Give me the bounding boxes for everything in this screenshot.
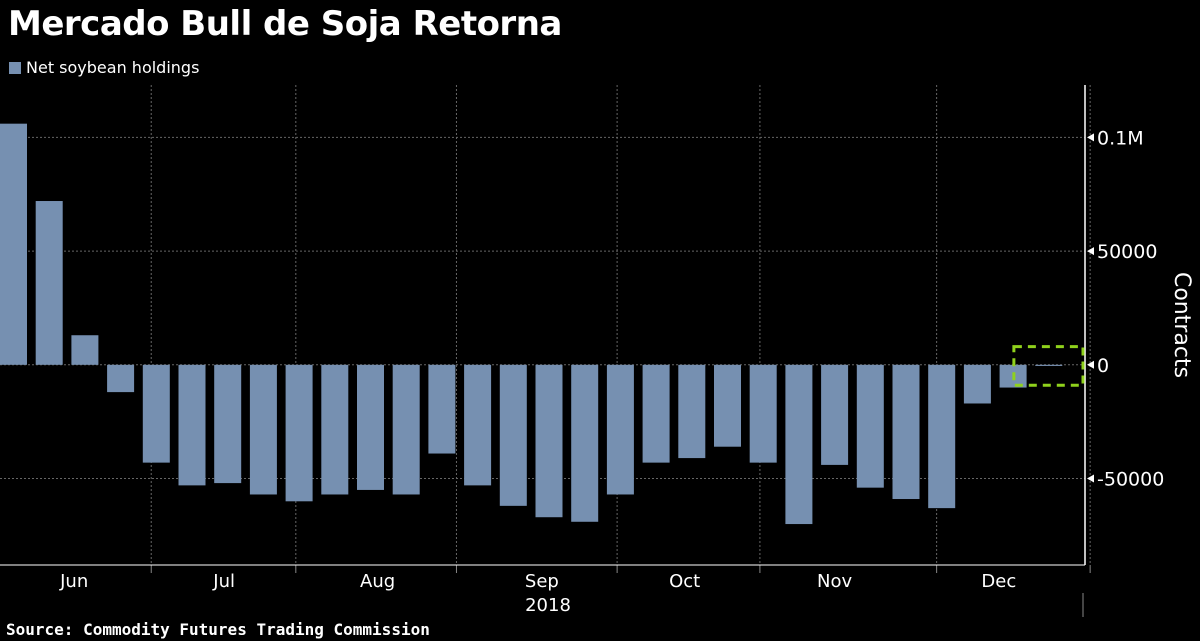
bar [785, 364, 813, 525]
chart-title: Mercado Bull de Soja Retorna [8, 4, 562, 44]
bar [35, 201, 63, 365]
bar [678, 364, 706, 459]
bar [357, 364, 384, 490]
bar [535, 364, 563, 518]
bar [0, 123, 27, 365]
y-tick-label: -50000 [1097, 469, 1164, 491]
x-tick-label: Oct [669, 571, 700, 592]
x-tick-label: Nov [817, 571, 852, 592]
y-tick-label: 0.1M [1097, 127, 1144, 149]
y-tick-marker [1087, 247, 1094, 256]
bar [214, 364, 242, 484]
bar [892, 364, 920, 500]
x-tick-label: Sep [525, 571, 559, 592]
y-tick-marker [1087, 133, 1094, 142]
bar [642, 364, 670, 463]
y-tick-marker [1087, 474, 1094, 483]
legend: Net soybean holdings [9, 58, 199, 77]
bar [464, 364, 492, 486]
bar [285, 364, 313, 502]
bar [856, 364, 884, 488]
y-tick-label: 50000 [1097, 241, 1157, 263]
y-tick-marker [1087, 360, 1094, 369]
bar [142, 364, 170, 463]
x-year-label: 2018 [525, 595, 571, 616]
bar [821, 364, 849, 465]
bar [571, 364, 599, 522]
bar [714, 364, 741, 447]
bar [71, 335, 99, 365]
bar [178, 364, 206, 486]
source-note: Source: Commodity Futures Trading Commis… [6, 620, 430, 639]
bar [499, 364, 527, 506]
legend-label: Net soybean holdings [26, 58, 200, 77]
bar [392, 364, 420, 495]
bar [428, 364, 456, 454]
bar [963, 364, 991, 404]
legend-swatch [9, 61, 21, 74]
bar [1035, 364, 1063, 366]
bar [321, 364, 349, 495]
highlight-box [1012, 345, 1085, 387]
bar [928, 364, 956, 509]
x-tick-label: Jul [212, 571, 235, 592]
x-tick-label: Aug [360, 571, 395, 592]
x-tick-label: Jun [59, 571, 88, 592]
y-axis-label: Contracts [1169, 272, 1194, 378]
x-tick-label: Dec [981, 571, 1016, 592]
y-tick-label: 0 [1097, 355, 1109, 377]
bar [249, 364, 277, 495]
bar [107, 364, 135, 393]
bar [606, 364, 634, 495]
bar [749, 364, 777, 463]
